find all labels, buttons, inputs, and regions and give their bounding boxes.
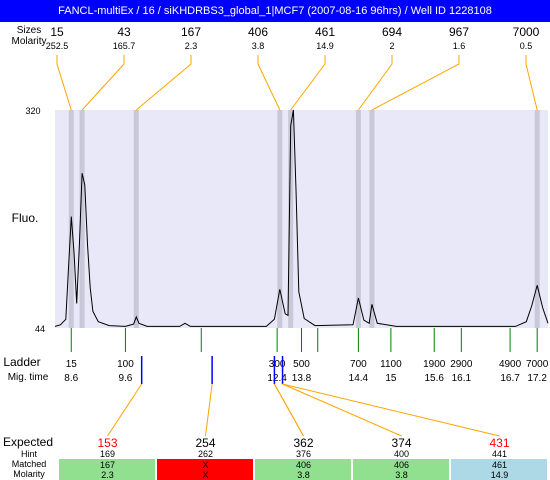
matched-cell bbox=[157, 459, 253, 480]
ladder-migtime-label: 13.8 bbox=[292, 373, 312, 384]
peak-size-label: 967 bbox=[449, 25, 469, 39]
expected-connector bbox=[273, 383, 304, 437]
matched-value: 167 bbox=[100, 460, 115, 470]
expected-value: 431 bbox=[489, 436, 509, 450]
ladder-size-label: 7000 bbox=[526, 359, 549, 370]
ladder-migtime-label: 17.2 bbox=[527, 373, 547, 384]
peak-band bbox=[369, 110, 375, 328]
peak-molarity-label: 0.5 bbox=[520, 41, 533, 51]
molarity-value: 3.8 bbox=[297, 470, 310, 480]
matched-cell bbox=[353, 459, 449, 480]
peak-molarity-label: 1.6 bbox=[453, 41, 466, 51]
expected-connector bbox=[205, 383, 213, 437]
matched-value: X bbox=[202, 460, 208, 470]
expected-label: Expected bbox=[3, 435, 53, 449]
peak-band bbox=[534, 110, 540, 328]
ladder-size-label: 1900 bbox=[423, 359, 446, 370]
peak-band bbox=[288, 110, 294, 328]
matched-cell bbox=[451, 459, 547, 480]
matched-value: 406 bbox=[394, 460, 409, 470]
peak-connector bbox=[357, 55, 393, 111]
peak-connector bbox=[257, 55, 281, 111]
y-max-label: 320 bbox=[25, 106, 40, 116]
peak-size-label: 7000 bbox=[513, 25, 540, 39]
ladder-migtime-label: 15 bbox=[385, 373, 397, 384]
peak-size-label: 43 bbox=[117, 25, 131, 39]
peak-molarity-label: 2.3 bbox=[185, 41, 198, 51]
sizes-header: Sizes bbox=[17, 25, 41, 36]
molarity-value: 2.3 bbox=[101, 470, 114, 480]
y-min-label: 44 bbox=[35, 324, 45, 334]
matched-value: 406 bbox=[296, 460, 311, 470]
ladder-migtime-label: 14.4 bbox=[349, 373, 369, 384]
peak-molarity-label: 252.5 bbox=[46, 41, 69, 51]
peak-connector bbox=[525, 55, 538, 111]
molarity-value: X bbox=[202, 470, 208, 480]
peak-connector bbox=[81, 55, 125, 111]
expected-connector bbox=[282, 383, 500, 437]
peak-size-label: 461 bbox=[315, 25, 335, 39]
peak-molarity-label: 165.7 bbox=[113, 41, 136, 51]
peak-connector bbox=[371, 55, 460, 111]
matched-label: Matched bbox=[12, 459, 47, 469]
ladder-migtime-label: 9.6 bbox=[118, 373, 132, 384]
expected-value: 374 bbox=[391, 436, 411, 450]
peak-size-label: 167 bbox=[181, 25, 201, 39]
ladder-migtime-label: 16.1 bbox=[452, 373, 472, 384]
molarity-bottom-label: Molarity bbox=[13, 469, 45, 479]
window-title: FANCL-multiEx / 16 / siKHDRBS3_global_1|… bbox=[58, 5, 492, 17]
molarity-value: 14.9 bbox=[491, 470, 509, 480]
peak-band bbox=[79, 110, 85, 328]
peak-molarity-label: 2 bbox=[389, 41, 394, 51]
ladder-size-label: 100 bbox=[117, 359, 134, 370]
expected-value: 362 bbox=[293, 436, 313, 450]
ladder-label: Ladder bbox=[3, 355, 40, 369]
ladder-migtime-label: 16.7 bbox=[500, 373, 520, 384]
hint-value: 169 bbox=[100, 449, 115, 459]
ladder-migtime-label: 15.6 bbox=[424, 373, 444, 384]
molarity-value: 3.8 bbox=[395, 470, 408, 480]
peak-connector bbox=[135, 55, 192, 111]
ladder-size-label: 700 bbox=[350, 359, 367, 370]
peak-connector bbox=[290, 55, 326, 111]
matched-cell bbox=[59, 459, 155, 480]
peak-size-label: 406 bbox=[248, 25, 268, 39]
peak-size-label: 15 bbox=[50, 25, 64, 39]
peak-size-label: 694 bbox=[382, 25, 402, 39]
expected-value: 254 bbox=[195, 436, 215, 450]
hint-label: Hint bbox=[21, 449, 38, 459]
hint-value: 400 bbox=[394, 449, 409, 459]
plot-area bbox=[55, 110, 548, 328]
ladder-size-label: 4900 bbox=[499, 359, 522, 370]
ladder-size-label: 300 bbox=[269, 359, 286, 370]
molarity-header: Molarity bbox=[11, 36, 46, 47]
ladder-size-label: 500 bbox=[293, 359, 310, 370]
peak-band bbox=[133, 110, 139, 328]
peak-connector bbox=[56, 55, 72, 111]
peak-molarity-label: 3.8 bbox=[252, 41, 265, 51]
hint-value: 262 bbox=[198, 449, 213, 459]
peak-band bbox=[277, 110, 283, 328]
hint-value: 441 bbox=[492, 449, 507, 459]
expected-value: 153 bbox=[97, 436, 117, 450]
ladder-size-label: 1100 bbox=[380, 359, 402, 370]
ladder-size-label: 2900 bbox=[450, 359, 473, 370]
peak-molarity-label: 14.9 bbox=[316, 41, 334, 51]
matched-cell bbox=[255, 459, 351, 480]
migtime-label: Mig. time bbox=[8, 372, 49, 383]
title-bar: FANCL-multiEx / 16 / siKHDRBS3_global_1|… bbox=[0, 0, 550, 22]
peak-band bbox=[355, 110, 361, 328]
ladder-size-label: 15 bbox=[66, 359, 78, 370]
ladder-migtime-label: 12.4 bbox=[267, 373, 287, 384]
expected-connector bbox=[107, 383, 143, 437]
matched-value: 461 bbox=[492, 460, 507, 470]
fluorescence-trace bbox=[54, 109, 549, 327]
fluo-label: Fluo. bbox=[12, 211, 39, 225]
expected-connector bbox=[282, 383, 402, 437]
ladder-migtime-label: 8.6 bbox=[64, 373, 78, 384]
hint-value: 376 bbox=[296, 449, 311, 459]
